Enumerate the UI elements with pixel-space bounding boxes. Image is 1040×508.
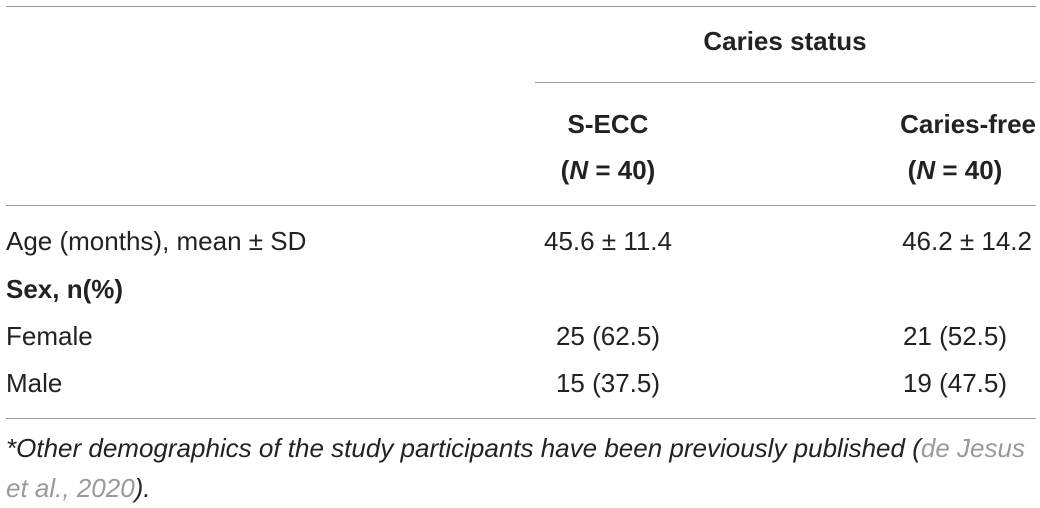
cell-female-secc: 25 (62.5) — [555, 321, 661, 351]
table-footnote: *Other demographics of the study partici… — [6, 428, 1036, 508]
column-header-caries-free-n: (N = 40) — [907, 155, 1003, 185]
row-label-male: Male — [6, 368, 63, 398]
column-header-secc-n: (N = 40) — [560, 155, 656, 185]
row-label-sex: Sex, n(%) — [6, 274, 124, 304]
row-label-female: Female — [6, 321, 93, 351]
cell-male-secc: 15 (37.5) — [555, 368, 661, 398]
column-header-secc: S-ECC — [567, 109, 649, 139]
cell-age-caries-free: 46.2 ± 14.2 — [902, 226, 1032, 256]
footnote-reference-link[interactable]: de Jesus et al., 2020 — [6, 433, 1025, 503]
footnote-end: ). — [134, 473, 151, 503]
column-header-caries-free: Caries-free — [900, 109, 1036, 139]
cell-age-secc: 45.6 ± 11.4 — [544, 226, 672, 256]
footnote-text: *Other demographics of the study partici… — [6, 433, 921, 463]
row-label-age: Age (months), mean ± SD — [6, 226, 307, 256]
cell-male-caries-free: 19 (47.5) — [902, 368, 1008, 398]
group-header-rule — [535, 82, 1035, 83]
bottom-rule — [6, 418, 1036, 419]
group-header: Caries status — [703, 26, 867, 56]
top-rule — [6, 6, 1036, 7]
cell-female-caries-free: 21 (52.5) — [902, 321, 1008, 351]
header-rule — [6, 205, 1036, 206]
